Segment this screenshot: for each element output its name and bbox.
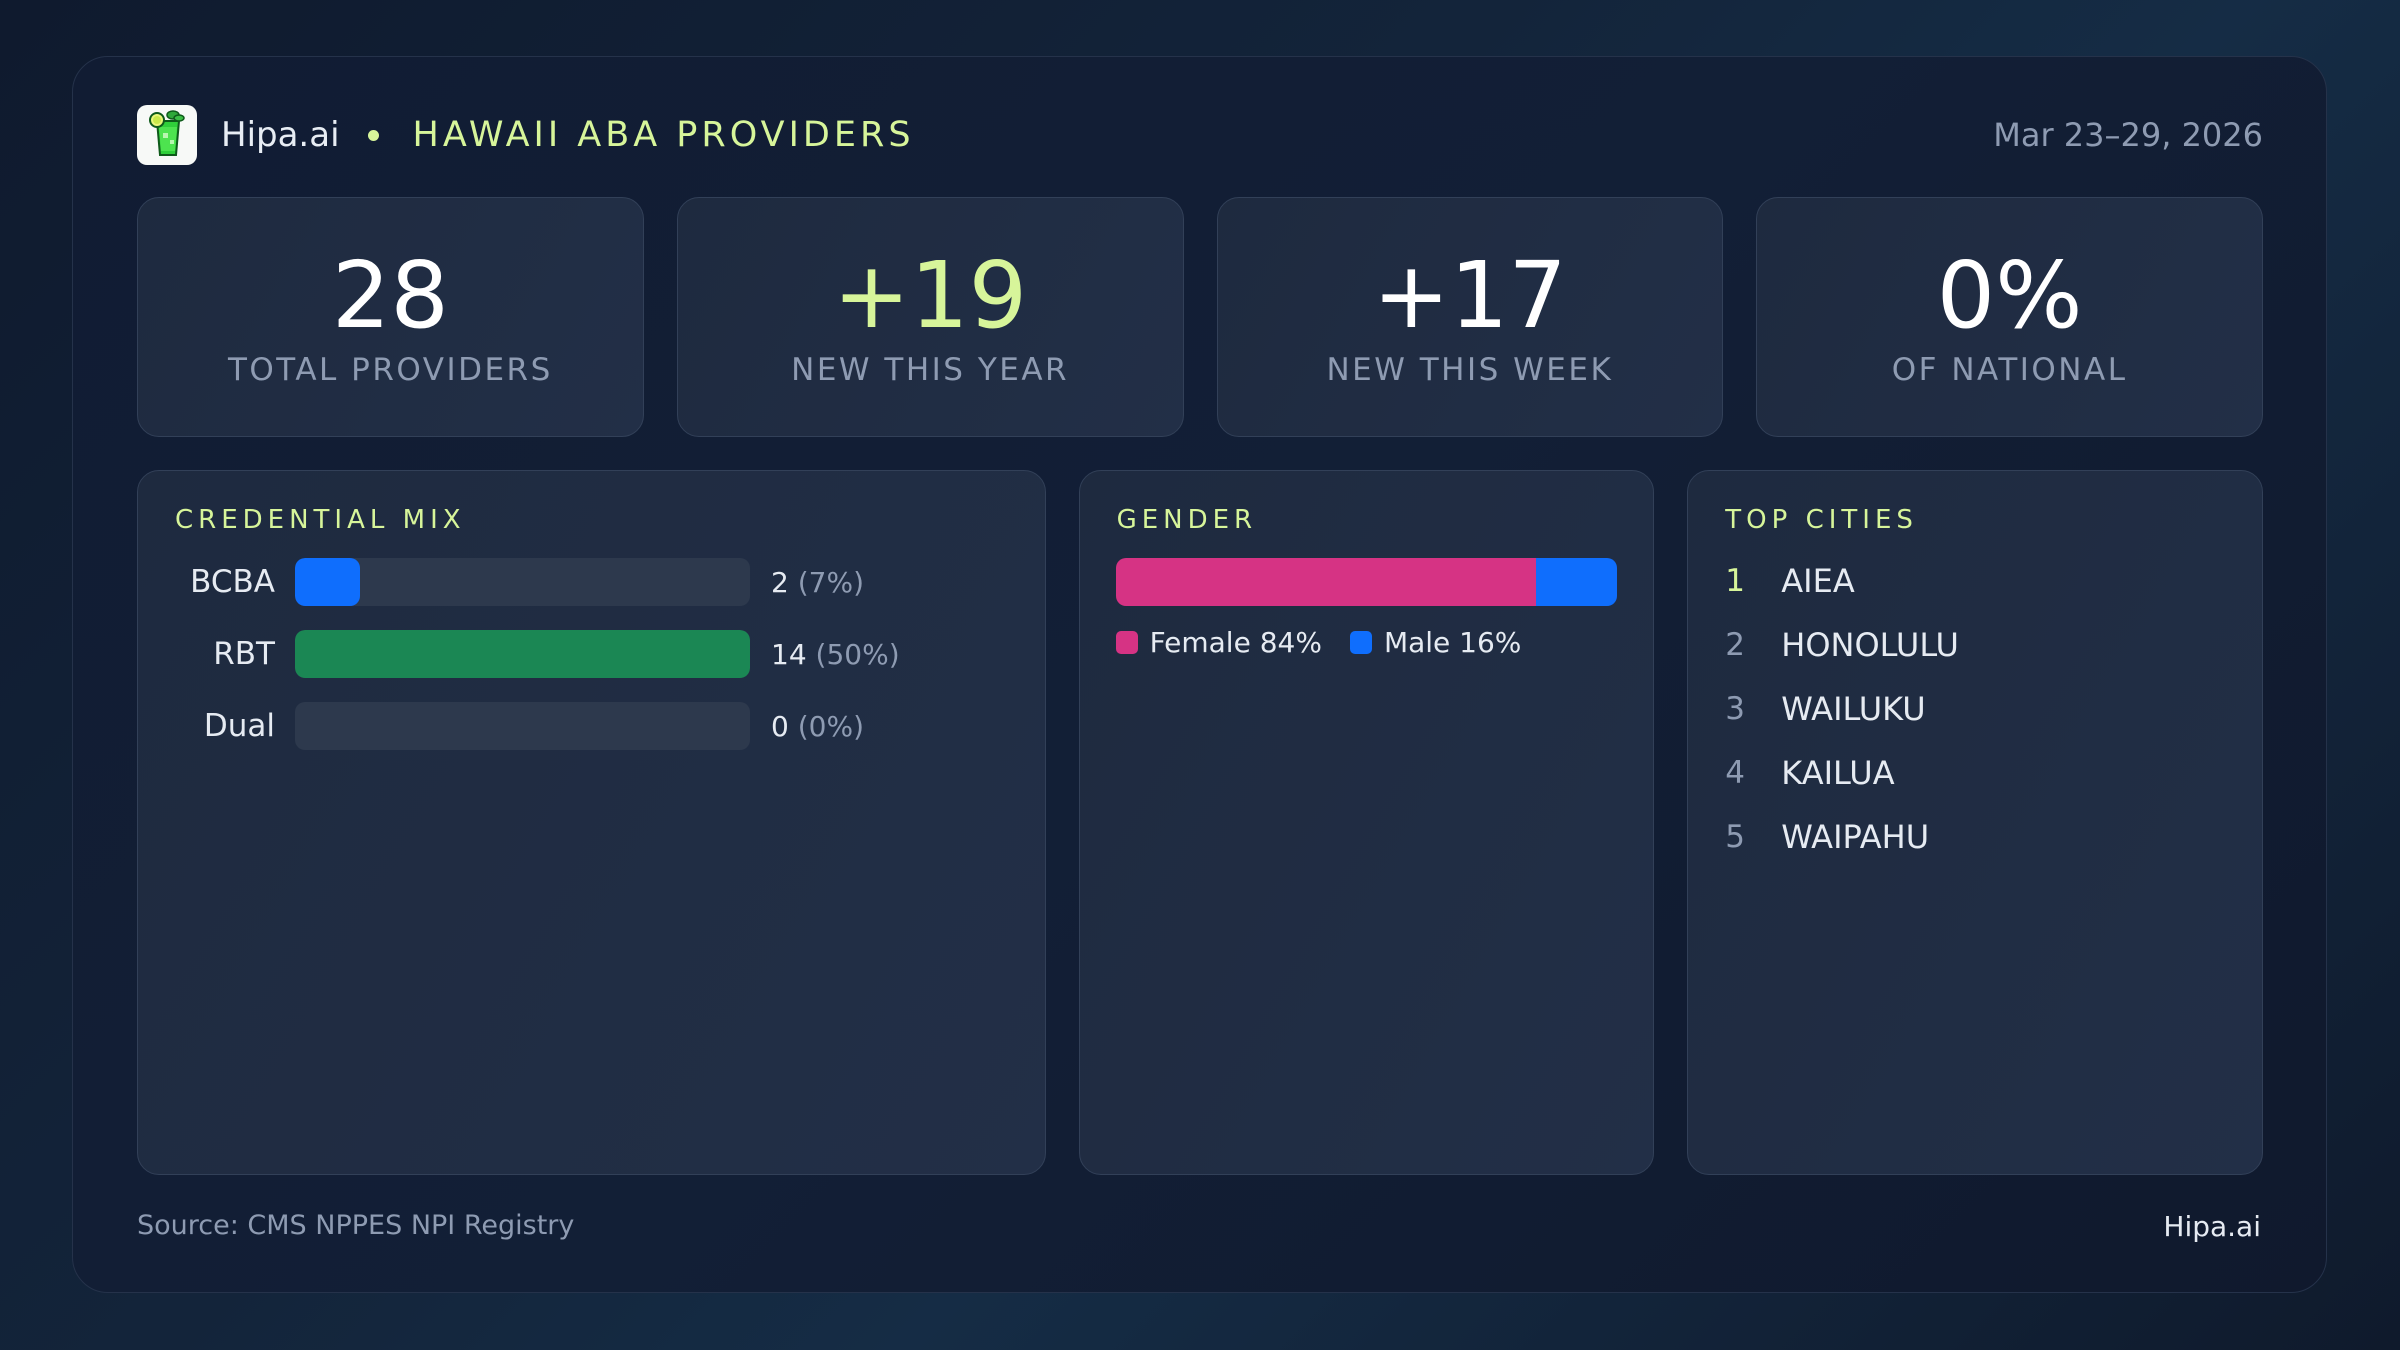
stat-card-of-national: 0% OF NATIONAL — [1756, 197, 2263, 437]
stat-card-new-this-year: +19 NEW THIS YEAR — [676, 197, 1184, 437]
city-name: WAILUKU — [1781, 690, 1926, 728]
credential-count: 2 — [771, 565, 789, 599]
legend-item-male: Male 16% — [1349, 626, 1522, 659]
credential-value: 2 (7%) — [771, 566, 864, 599]
legend-label: Male 16% — [1383, 626, 1522, 659]
stat-card-new-this-week: +17 NEW THIS WEEK — [1216, 197, 1724, 437]
city-rank: 3 — [1725, 691, 1746, 727]
credential-count: 0 — [771, 709, 789, 743]
bar-fill-bcba — [295, 558, 361, 606]
gender-segment-female — [1115, 558, 1537, 606]
city-name: WAIPAHU — [1781, 818, 1930, 856]
credential-value: 0 (0%) — [771, 710, 864, 743]
stat-label: OF NATIONAL — [1891, 352, 2128, 388]
city-rank: 5 — [1725, 819, 1746, 855]
city-name: KAILUA — [1781, 754, 1895, 792]
city-rank: 4 — [1725, 755, 1746, 791]
city-list-item: 3 WAILUKU — [1725, 685, 1925, 733]
credential-count: 14 — [771, 637, 807, 671]
city-list-item: 4 KAILUA — [1725, 749, 1894, 797]
stat-value: 28 — [331, 242, 449, 349]
legend-swatch — [1349, 631, 1372, 654]
bar-track — [295, 558, 750, 606]
stat-value: +19 — [833, 242, 1028, 349]
city-name: AIEA — [1781, 562, 1855, 600]
credential-percent: (50%) — [815, 637, 900, 671]
separator-dot — [367, 129, 379, 141]
legend-swatch — [1115, 631, 1138, 654]
credential-row-rbt: RBT 14 (50%) — [138, 630, 1045, 678]
credential-label: RBT — [213, 636, 275, 672]
logo — [137, 105, 197, 165]
credential-percent: (7%) — [797, 565, 865, 599]
city-rank: 2 — [1725, 627, 1746, 663]
panel-title: CREDENTIAL MIX — [175, 505, 466, 535]
stat-label: NEW THIS YEAR — [791, 352, 1070, 388]
footer-brand: Hipa.ai — [2163, 1210, 2261, 1243]
legend-item-female: Female 84% — [1115, 626, 1322, 659]
credential-mix-panel: CREDENTIAL MIX BCBA 2 (7%) RBT 14 (50%) … — [137, 470, 1046, 1175]
header: Hipa.ai HAWAII ABA PROVIDERS Mar 23–29, … — [137, 105, 2263, 165]
bar-track — [295, 630, 750, 678]
city-list-item: 5 WAIPAHU — [1725, 813, 1929, 861]
credential-label: BCBA — [190, 564, 275, 600]
panel-title: TOP CITIES — [1725, 505, 1918, 535]
legend-label: Female 84% — [1149, 626, 1322, 659]
credential-label: Dual — [203, 708, 275, 744]
source-note: Source: CMS NPPES NPI Registry — [137, 1210, 575, 1241]
stat-label: TOTAL PROVIDERS — [227, 352, 553, 388]
stat-card-total-providers: 28 TOTAL PROVIDERS — [137, 197, 644, 437]
brand-name: Hipa.ai — [221, 115, 340, 155]
bar-fill-rbt — [295, 630, 750, 678]
gender-legend: Female 84% Male 16% — [1115, 626, 1550, 659]
credential-percent: (0%) — [797, 709, 865, 743]
stat-cards: 28 TOTAL PROVIDERS +19 NEW THIS YEAR +17… — [137, 197, 2263, 437]
credential-row-bcba: BCBA 2 (7%) — [138, 558, 1045, 606]
city-list-item: 2 HONOLULU — [1725, 621, 1959, 669]
city-name: HONOLULU — [1781, 626, 1959, 664]
gender-stacked-bar — [1115, 558, 1617, 606]
stat-label: NEW THIS WEEK — [1326, 352, 1614, 388]
gender-segment-male — [1536, 558, 1617, 606]
stat-value: 0% — [1936, 242, 2083, 349]
credential-value: 14 (50%) — [771, 638, 900, 671]
credential-row-dual: Dual 0 (0%) — [138, 702, 1045, 750]
date-range: Mar 23–29, 2026 — [1993, 116, 2263, 154]
cocktail-glass-icon — [145, 107, 189, 163]
city-rank: 1 — [1725, 563, 1746, 599]
city-list-item: 1 AIEA — [1725, 557, 1854, 605]
top-cities-panel: TOP CITIES 1 AIEA 2 HONOLULU 3 WAILUKU 4… — [1687, 470, 2263, 1175]
stat-value: +17 — [1372, 242, 1567, 349]
page-title: HAWAII ABA PROVIDERS — [412, 115, 915, 155]
gender-panel: GENDER Female 84% Male 16% — [1078, 470, 1655, 1175]
panel-title: GENDER — [1116, 505, 1258, 535]
bar-track — [295, 702, 750, 750]
panels: CREDENTIAL MIX BCBA 2 (7%) RBT 14 (50%) … — [137, 470, 2263, 1175]
